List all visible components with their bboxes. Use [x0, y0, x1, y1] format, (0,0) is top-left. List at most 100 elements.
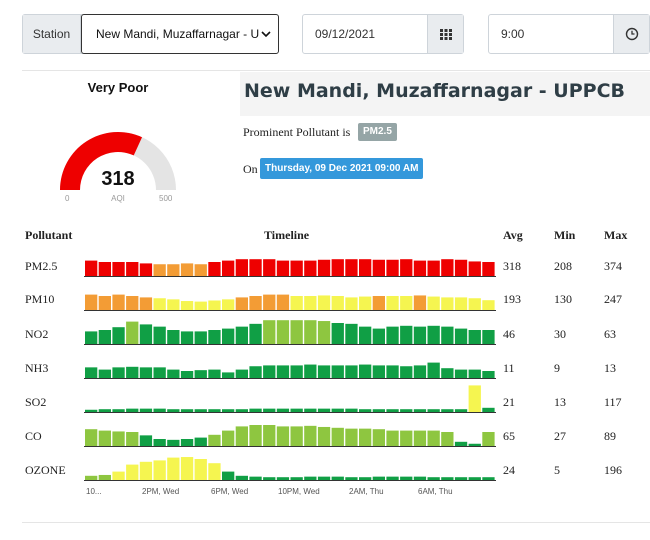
timeline-bar-ozone[interactable]: [290, 477, 303, 480]
timeline-bar-so2[interactable]: [317, 408, 331, 412]
timeline-bar-pm10[interactable]: [372, 296, 385, 310]
timeline-bar-pm25[interactable]: [153, 264, 166, 276]
timeline-bar-co[interactable]: [331, 427, 344, 446]
timeline-bar-pm25[interactable]: [482, 262, 495, 276]
timeline-bar-so2[interactable]: [194, 409, 207, 412]
timeline-bar-co[interactable]: [290, 426, 303, 446]
timeline-bar-pm25[interactable]: [126, 262, 139, 276]
timeline-bar-pm10[interactable]: [468, 298, 481, 310]
timeline-bar-so2[interactable]: [98, 409, 111, 412]
timeline-bar-nh3[interactable]: [208, 369, 221, 378]
timeline-bar-pm10[interactable]: [126, 296, 139, 310]
timeline-bar-pm25[interactable]: [372, 259, 385, 276]
timeline-bar-pm25[interactable]: [276, 260, 290, 276]
timeline-bar-pm10[interactable]: [167, 299, 180, 310]
timeline-bar-pm25[interactable]: [400, 259, 413, 276]
timeline-bar-pm10[interactable]: [139, 297, 153, 310]
timeline-bar-ozone[interactable]: [304, 476, 317, 480]
timeline-bar-ozone[interactable]: [139, 461, 153, 480]
timeline-bar-no2[interactable]: [263, 320, 276, 344]
timeline-bar-co[interactable]: [153, 439, 166, 446]
date-picker-button[interactable]: [427, 15, 463, 53]
timeline-bar-ozone[interactable]: [345, 477, 358, 480]
timeline-bar-co[interactable]: [441, 432, 454, 446]
timeline-bar-co[interactable]: [222, 430, 235, 446]
timeline-bar-co[interactable]: [276, 426, 290, 446]
timeline-bar-ozone[interactable]: [372, 476, 385, 480]
timeline-bar-nh3[interactable]: [112, 367, 125, 378]
timeline-bar-co[interactable]: [85, 429, 98, 446]
timeline-bar-so2[interactable]: [276, 408, 290, 412]
timeline-bar-pm25[interactable]: [139, 263, 153, 276]
timeline-bar-co[interactable]: [386, 430, 399, 446]
date-field[interactable]: 09/12/2021: [302, 14, 464, 54]
timeline-bar-no2[interactable]: [468, 330, 481, 344]
timeline-bar-pm25[interactable]: [413, 260, 427, 276]
timeline-bar-ozone[interactable]: [153, 460, 166, 480]
timeline-bar-ozone[interactable]: [208, 463, 221, 480]
timeline-bar-nh3[interactable]: [427, 362, 440, 378]
timeline-bar-ozone[interactable]: [194, 459, 207, 480]
timeline-bar-no2[interactable]: [85, 331, 98, 344]
timeline-bar-no2[interactable]: [413, 326, 427, 344]
timeline-bar-ozone[interactable]: [400, 476, 413, 480]
timeline-bar-pm10[interactable]: [454, 297, 468, 310]
timeline-bar-pm10[interactable]: [112, 294, 125, 310]
timeline-bar-pm25[interactable]: [345, 259, 358, 276]
timeline-bar-pm10[interactable]: [249, 296, 262, 310]
timeline-bar-so2[interactable]: [112, 409, 125, 412]
timeline-bar-pm10[interactable]: [304, 296, 317, 310]
timeline-bar-no2[interactable]: [126, 321, 139, 344]
timeline-bar-nh3[interactable]: [468, 369, 481, 378]
timeline-bar-so2[interactable]: [359, 409, 372, 412]
timeline-bar-pm25[interactable]: [468, 261, 481, 276]
timeline-bar-so2[interactable]: [263, 408, 276, 412]
timeline-bar-so2[interactable]: [454, 409, 468, 412]
timeline-bar-nh3[interactable]: [98, 369, 111, 378]
timeline-bar-no2[interactable]: [359, 326, 372, 344]
timeline-bar-ozone[interactable]: [386, 476, 399, 480]
time-picker-button[interactable]: [613, 15, 649, 53]
timeline-bar-pm10[interactable]: [413, 295, 427, 310]
timeline-bar-pm10[interactable]: [359, 296, 372, 310]
timeline-bar-ozone[interactable]: [98, 474, 111, 480]
timeline-bar-no2[interactable]: [482, 330, 495, 344]
timeline-bar-pm25[interactable]: [304, 260, 317, 276]
timeline-bar-co[interactable]: [468, 443, 481, 446]
timeline-bar-nh3[interactable]: [194, 370, 207, 378]
timeline-bar-pm25[interactable]: [359, 259, 372, 276]
timeline-bar-co[interactable]: [304, 425, 317, 446]
timeline-bar-nh3[interactable]: [441, 368, 454, 378]
timeline-bar-nh3[interactable]: [413, 365, 427, 378]
timeline-bar-so2[interactable]: [222, 409, 235, 412]
timeline-bar-ozone[interactable]: [276, 477, 290, 480]
timeline-bar-no2[interactable]: [372, 328, 385, 344]
timeline-bar-nh3[interactable]: [126, 366, 139, 378]
timeline-bar-pm10[interactable]: [331, 296, 344, 310]
timeline-bar-nh3[interactable]: [386, 365, 399, 378]
timeline-bar-pm25[interactable]: [112, 262, 125, 276]
timeline-bar-co[interactable]: [167, 439, 180, 446]
timeline-bar-nh3[interactable]: [400, 366, 413, 378]
timeline-bar-so2[interactable]: [167, 409, 180, 412]
time-field[interactable]: 9:00: [488, 14, 650, 54]
timeline-bar-co[interactable]: [139, 435, 153, 446]
timeline-bar-co[interactable]: [98, 430, 111, 446]
timeline-bar-ozone[interactable]: [331, 476, 344, 480]
timeline-bar-co[interactable]: [194, 437, 207, 446]
timeline-bar-pm10[interactable]: [441, 297, 454, 310]
timeline-bar-no2[interactable]: [249, 323, 262, 344]
timeline-bar-pm10[interactable]: [180, 301, 194, 310]
timeline-bar-co[interactable]: [235, 426, 248, 446]
timeline-bar-pm25[interactable]: [249, 259, 262, 276]
timeline-bar-nh3[interactable]: [167, 369, 180, 378]
timeline-bar-co[interactable]: [249, 425, 262, 446]
timeline-bar-co[interactable]: [345, 428, 358, 446]
timeline-bar-so2[interactable]: [427, 409, 440, 412]
timeline-bar-nh3[interactable]: [345, 365, 358, 378]
timeline-bar-ozone[interactable]: [235, 475, 248, 480]
timeline-bar-pm10[interactable]: [290, 296, 303, 310]
timeline-bar-nh3[interactable]: [304, 364, 317, 378]
timeline-bar-nh3[interactable]: [372, 365, 385, 378]
timeline-bar-co[interactable]: [372, 429, 385, 446]
